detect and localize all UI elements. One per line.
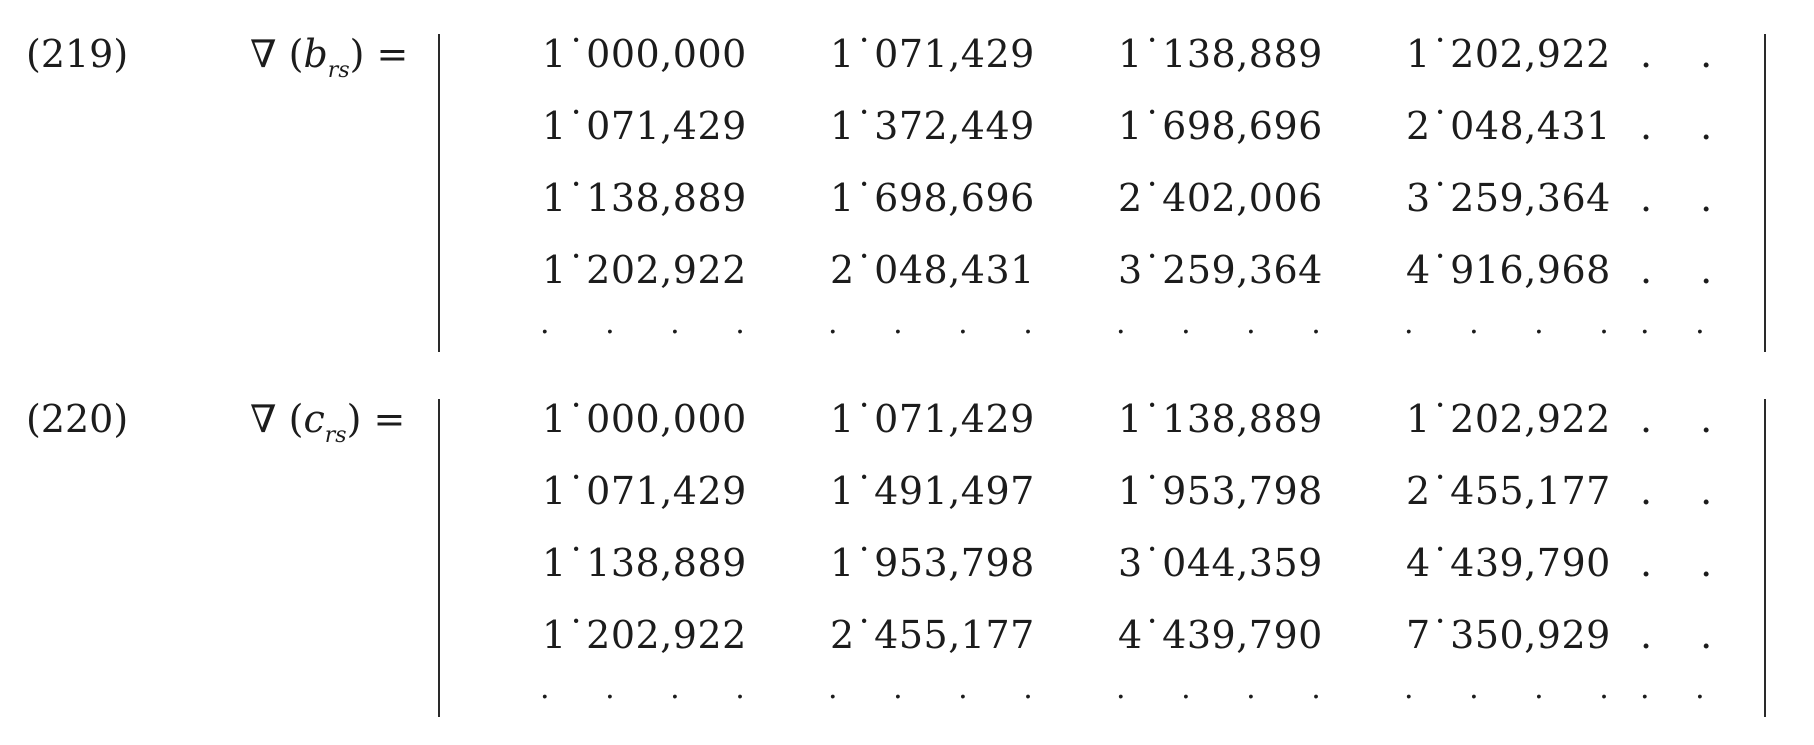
matrix-row: 1˙138,889 1˙953,798 3˙044,359 4˙439,790 … [0, 541, 1814, 601]
matrix-cell: 1˙138,889 [1118, 397, 1323, 441]
subscript: rs [327, 58, 350, 83]
row-continuation-dots: . . [1640, 397, 1731, 441]
column-continuation-dots: . . . . [1404, 306, 1632, 341]
column-continuation-dots: . . . . [540, 671, 768, 706]
matrix-cell: 1˙138,889 [1118, 32, 1323, 76]
matrix-cell: 2˙402,006 [1118, 176, 1323, 220]
determinant-right-bar [1764, 34, 1766, 352]
matrix-cell: 1˙953,798 [1118, 469, 1323, 513]
subscript: rs [324, 423, 347, 448]
matrix-cell: 2˙455,177 [1406, 469, 1611, 513]
determinant-left-bar [438, 34, 440, 352]
matrix-cell: 2˙048,431 [1406, 104, 1611, 148]
column-continuation-dots: . . . . [1116, 671, 1344, 706]
nabla-symbol: ∇ [250, 397, 277, 441]
row-continuation-dots: . . [1640, 248, 1731, 292]
matrix-cell: 1˙202,922 [1406, 397, 1611, 441]
matrix-cell: 1˙698,696 [830, 176, 1035, 220]
column-continuation-dots: . . . . [1404, 671, 1632, 706]
column-continuation-dots: . . [1640, 306, 1723, 341]
matrix-cell: 1˙071,429 [830, 397, 1035, 441]
matrix-cell: 7˙350,929 [1406, 613, 1611, 657]
matrix-cell: 1˙000,000 [542, 32, 747, 76]
matrix-cell: 2˙048,431 [830, 248, 1035, 292]
column-continuation-dots: . . . . [828, 306, 1056, 341]
row-continuation-dots: . . [1640, 176, 1731, 220]
variable: b [303, 32, 328, 76]
equation-number: (219) [26, 32, 129, 76]
matrix-cell: 1˙372,449 [830, 104, 1035, 148]
determinant-right-bar [1764, 399, 1766, 717]
matrix-cell: 1˙071,429 [830, 32, 1035, 76]
close-paren: ) [349, 32, 365, 76]
matrix-dots-row: . . . . . . . . . . . . . . . . . . [0, 306, 1814, 366]
matrix-cell: 3˙259,364 [1406, 176, 1611, 220]
matrix-cell: 2˙455,177 [830, 613, 1035, 657]
matrix-cell: 3˙259,364 [1118, 248, 1323, 292]
matrix-cell: 3˙044,359 [1118, 541, 1323, 585]
matrix-cell: 1˙138,889 [542, 541, 747, 585]
matrix-cell: 4˙439,790 [1406, 541, 1611, 585]
equation-lhs: ∇ (brs) = [250, 32, 409, 83]
equation-219: (219) ∇ (brs) = 1˙000,000 1˙071,429 1˙13… [0, 20, 1814, 352]
equation-number: (220) [26, 397, 129, 441]
matrix-cell: 1˙138,889 [542, 176, 747, 220]
matrix-row: 1˙202,922 2˙455,177 4˙439,790 7˙350,929 … [0, 613, 1814, 673]
matrix-cell: 1˙071,429 [542, 104, 747, 148]
row-continuation-dots: . . [1640, 469, 1731, 513]
matrix-row: 1˙071,429 1˙491,497 1˙953,798 2˙455,177 … [0, 469, 1814, 529]
matrix-cell: 1˙202,922 [542, 248, 747, 292]
column-continuation-dots: . . . . [540, 306, 768, 341]
equals-sign: = [376, 32, 409, 76]
matrix-cell: 1˙000,000 [542, 397, 747, 441]
matrix-cell: 1˙071,429 [542, 469, 747, 513]
matrix-cell: 1˙491,497 [830, 469, 1035, 513]
open-paren: ( [288, 32, 304, 76]
column-continuation-dots: . . . . [828, 671, 1056, 706]
row-continuation-dots: . . [1640, 32, 1731, 76]
row-continuation-dots: . . [1640, 104, 1731, 148]
determinant-left-bar [438, 399, 440, 717]
column-continuation-dots: . . [1640, 671, 1723, 706]
matrix-row: 1˙138,889 1˙698,696 2˙402,006 3˙259,364 … [0, 176, 1814, 236]
matrix-cell: 4˙916,968 [1406, 248, 1611, 292]
variable: c [303, 397, 325, 441]
matrix-row: 1˙000,000 1˙071,429 1˙138,889 1˙202,922 … [0, 397, 1814, 457]
row-continuation-dots: . . [1640, 613, 1731, 657]
matrix-row: 1˙000,000 1˙071,429 1˙138,889 1˙202,922 … [0, 32, 1814, 92]
matrix-row: 1˙202,922 2˙048,431 3˙259,364 4˙916,968 … [0, 248, 1814, 308]
matrix-row: 1˙071,429 1˙372,449 1˙698,696 2˙048,431 … [0, 104, 1814, 164]
close-paren: ) [346, 397, 362, 441]
matrix-cell: 1˙698,696 [1118, 104, 1323, 148]
open-paren: ( [288, 397, 304, 441]
nabla-symbol: ∇ [250, 32, 277, 76]
column-continuation-dots: . . . . [1116, 306, 1344, 341]
matrix-cell: 1˙953,798 [830, 541, 1035, 585]
matrix-cell: 4˙439,790 [1118, 613, 1323, 657]
equals-sign: = [373, 397, 406, 441]
equation-lhs: ∇ (crs) = [250, 397, 406, 448]
row-continuation-dots: . . [1640, 541, 1731, 585]
matrix-dots-row: . . . . . . . . . . . . . . . . . . [0, 671, 1814, 731]
equation-220: (220) ∇ (crs) = 1˙000,000 1˙071,429 1˙13… [0, 385, 1814, 717]
matrix-cell: 1˙202,922 [542, 613, 747, 657]
matrix-cell: 1˙202,922 [1406, 32, 1611, 76]
